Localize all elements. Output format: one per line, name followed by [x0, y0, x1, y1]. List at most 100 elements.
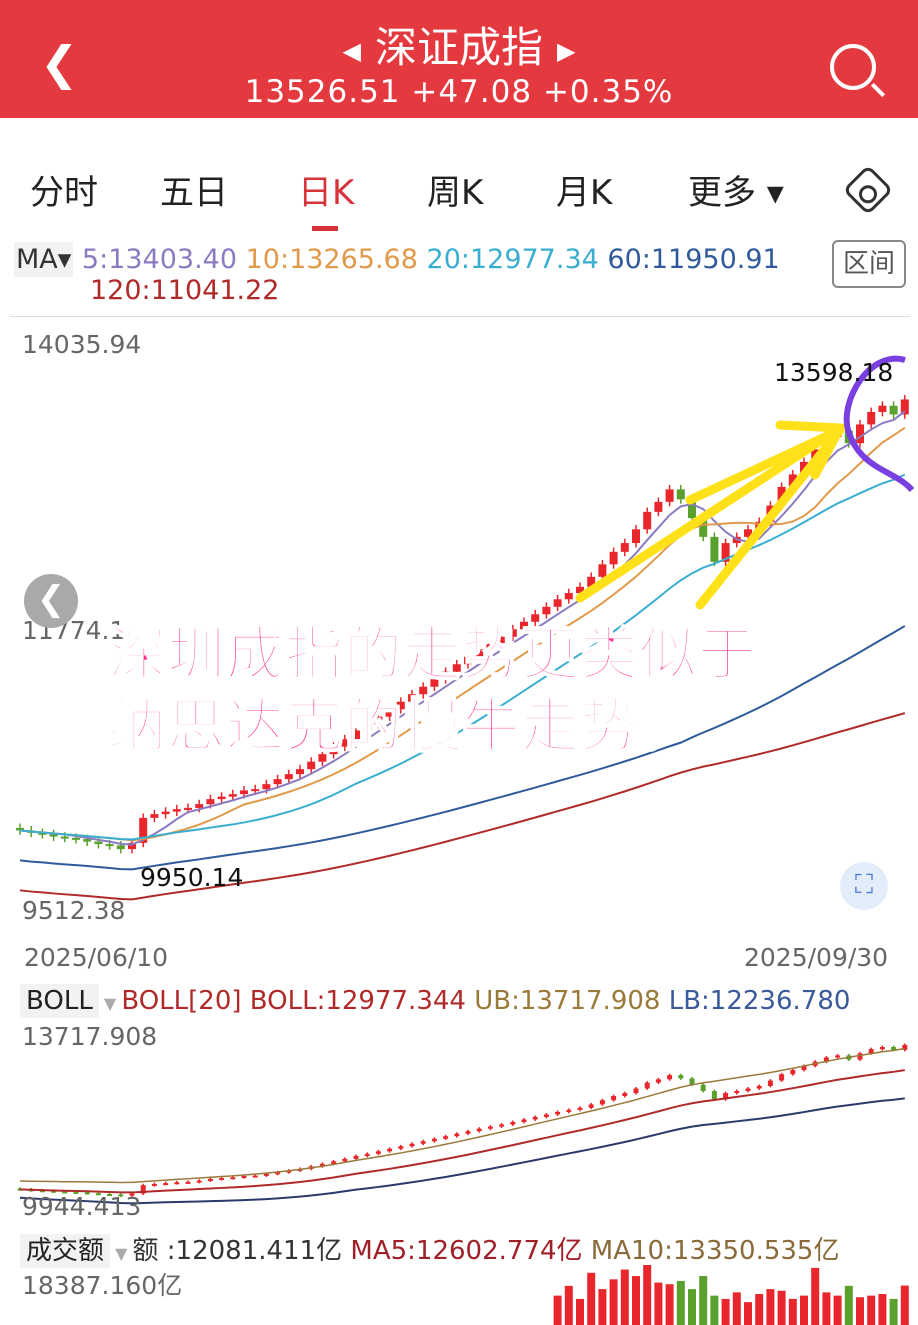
volume-bar [721, 1298, 730, 1325]
boll-candle [51, 1190, 57, 1193]
main-candle [139, 817, 148, 843]
boll-candle [543, 1114, 549, 1117]
tab-five-day[interactable]: 五日 [160, 173, 228, 213]
tab-weekly-k[interactable]: 周K [427, 173, 484, 213]
boll-candle [151, 1183, 157, 1186]
boll-y-bottom: 9944.413 [22, 1192, 142, 1221]
ma120-line [19, 712, 906, 901]
range-button[interactable]: 区间 [832, 240, 906, 288]
boll-candle [801, 1065, 807, 1071]
boll-candle [409, 1143, 415, 1147]
ma5-value: 5:13403.40 [81, 244, 238, 275]
main-candle [240, 790, 248, 795]
boll-ub: UB:13717.908 [474, 986, 661, 1016]
main-candle [856, 424, 864, 444]
scroll-left-button[interactable]: ❮ [24, 574, 78, 628]
main-candle [307, 761, 316, 770]
boll-candle [230, 1177, 236, 1180]
low-label: 9950.14 [140, 863, 244, 892]
volume-bar [800, 1295, 808, 1325]
main-candle [441, 671, 450, 680]
date-end: 2025/09/30 [744, 943, 889, 972]
boll-candle [387, 1148, 393, 1152]
ma-selector[interactable]: MA▾ [14, 242, 74, 277]
boll-candle [364, 1153, 370, 1156]
triangle-left-icon[interactable]: ◀ [342, 36, 361, 65]
tab-daily-k[interactable]: 日K [298, 173, 355, 213]
date-start: 2025/06/10 [24, 943, 169, 972]
boll-candle [902, 1044, 908, 1050]
main-candle [587, 576, 596, 587]
main-candle [665, 489, 674, 502]
volume-bar [564, 1285, 573, 1325]
boll-candle [510, 1121, 516, 1125]
boll-candle [499, 1124, 505, 1127]
triangle-right-icon[interactable]: ▶ [557, 36, 576, 65]
boll-candle [465, 1131, 471, 1134]
boll-candle [644, 1082, 650, 1089]
main-candle [576, 586, 584, 594]
boll-candle [207, 1178, 213, 1181]
boll-candle [487, 1126, 493, 1129]
boll-candle [700, 1084, 706, 1091]
volume-selector[interactable]: 成交额 [20, 1234, 111, 1268]
boll-candle [779, 1074, 785, 1081]
fullscreen-icon[interactable]: ⛶ [840, 862, 888, 910]
main-candle [329, 746, 338, 755]
boll-candle [835, 1055, 841, 1058]
tab-monthly-k[interactable]: 月K [556, 173, 613, 213]
main-candle [744, 529, 752, 537]
main-candle [161, 811, 170, 815]
volume-bar [620, 1269, 629, 1325]
boll-candle [745, 1088, 751, 1091]
volume-bar [609, 1279, 618, 1325]
main-candle [195, 804, 204, 808]
volume-bar [732, 1292, 741, 1325]
volume-bar [665, 1284, 674, 1325]
volume-bar [632, 1276, 640, 1325]
search-icon[interactable] [830, 44, 876, 90]
main-candle [486, 643, 495, 650]
ma20-value: 20:12977.34 [426, 244, 599, 275]
boll-candle [555, 1111, 561, 1115]
volume-bar [878, 1294, 887, 1325]
main-candle [16, 827, 24, 831]
main-candle [284, 774, 293, 780]
boll-upper-line [19, 1047, 905, 1184]
boll-selector[interactable]: BOLL [20, 984, 99, 1018]
boll-candle [420, 1141, 426, 1144]
main-candle [508, 629, 517, 637]
y-axis-top: 14035.94 [22, 330, 142, 359]
main-candle [251, 789, 260, 792]
boll-candle [241, 1175, 247, 1178]
quote-line: 13526.51 +47.08 +0.35% [244, 74, 674, 110]
volume-bar [788, 1298, 797, 1325]
boll-candle [790, 1070, 796, 1075]
volume-bar [822, 1292, 831, 1325]
main-candle [184, 807, 192, 810]
main-candle [273, 779, 282, 785]
main-candle [228, 794, 237, 797]
main-candle [318, 754, 327, 762]
main-candle [464, 656, 472, 665]
annotation-line-1: 深圳成指的走势更类似于 [107, 619, 758, 689]
tab-more[interactable]: 更多 ▾ [688, 173, 784, 213]
y-axis-bottom: 9512.38 [22, 896, 126, 925]
divider [10, 316, 910, 317]
main-candle [419, 686, 428, 695]
main-candle [60, 836, 69, 839]
main-candle [374, 716, 383, 725]
boll-candle [857, 1053, 863, 1060]
volume-legend: 成交额 ▼ 额 :12081.411亿 MA5:12602.774亿 MA10:… [20, 1230, 839, 1268]
dropdown-icon[interactable]: ▼ [98, 994, 122, 1013]
main-candle [206, 799, 215, 805]
boll-candle [39, 1190, 45, 1193]
boll-candle [633, 1088, 639, 1094]
chevron-left-icon[interactable]: ❮ [40, 36, 79, 90]
dropdown-icon[interactable]: ▼ [110, 1244, 133, 1263]
tab-intraday[interactable]: 分时 [30, 173, 98, 213]
boll-mid: BOLL:12977.344 [249, 986, 466, 1016]
boll-candle [353, 1155, 359, 1159]
main-candle [49, 834, 58, 837]
